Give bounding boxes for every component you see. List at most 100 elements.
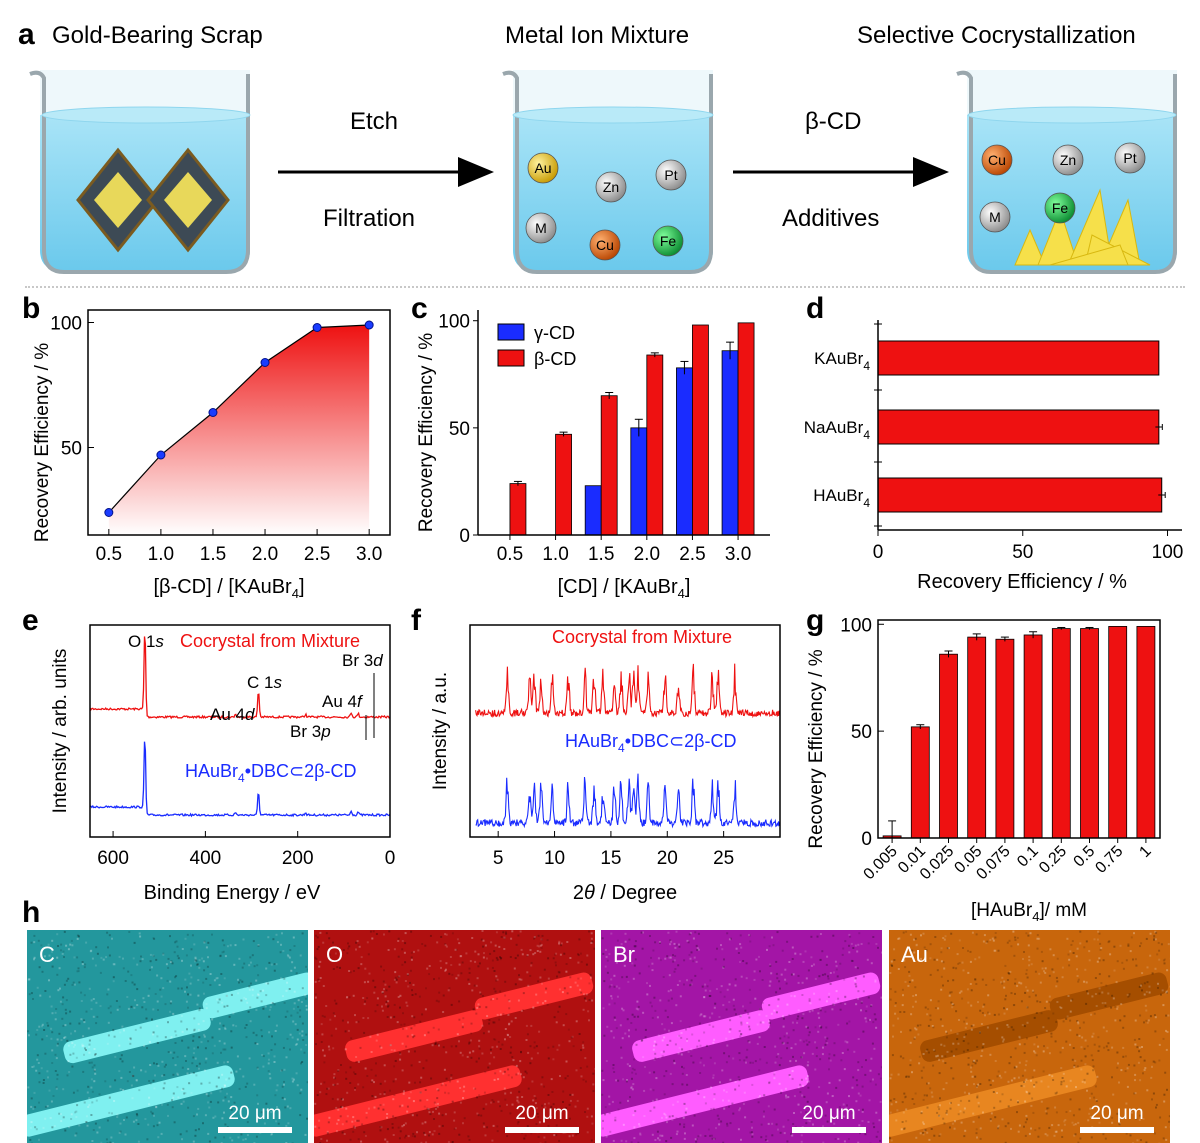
scale-bar: 20 μm [792,1103,866,1133]
ion-label: Zn [1060,152,1076,168]
panel-letter-f: f [411,604,421,637]
arrow1-bottom-label: Filtration [323,205,416,232]
chart-d: KAuBr4 NaAuBr4 HAuBr4 0 50 100 Recovery Effici… [804,320,1183,593]
peak-label: Br 3p [290,722,331,741]
bar [967,636,987,839]
y-category-label: HAuBr4 [813,486,870,510]
bar [509,483,527,536]
map-noise [314,930,595,1143]
ion-ball [525,212,557,244]
panel-letter-g: g [806,604,825,637]
scale-bar: 20 μm [505,1103,579,1133]
map-noise [601,930,882,1143]
x-tick-label: 2.5 [304,544,330,565]
y-axis-label: Recovery Efficiency / % [806,649,827,848]
arrow2-top-label: β-CD [805,108,862,135]
x-tick-label: 0.5 [96,544,122,565]
y-axis-label: Recovery Efficiency / % [32,343,53,542]
x-tick-label: 1.0 [542,544,568,565]
plot-frame [877,619,1161,839]
step3-title: Selective Cocrystallization [857,22,1136,49]
scale-bar: 20 μm [218,1103,292,1133]
data-point [104,508,114,517]
arrow1-top-label: Etch [350,108,399,135]
eds-map-br: Br 20 μm [601,930,882,1143]
data-point [364,320,374,330]
ion-label: Fe [1052,200,1069,216]
y-tick-label: 100 [438,312,470,333]
x-tick-label: 1.5 [588,544,614,565]
x-tick-label: 3.0 [356,544,382,565]
chart-c: 0.5 1.0 1.5 2.0 2.5 3.0 0 50 100 γ-CD β-CD [CD] / [… [416,310,770,601]
x-tick-label: 2.0 [252,544,278,565]
series-label: HAuBr4•DBC⊂2β-CD [185,761,356,785]
bar [1108,626,1128,839]
x-tick-label: 3.0 [725,544,751,565]
x-axis-label: [β-CD] / [KAuBr4] [154,576,305,601]
ion-ball [979,201,1011,233]
x-tick-label: 0 [873,542,884,563]
x-tick-label: 0.5 [497,544,523,565]
x-tick-label: 2.0 [634,544,660,565]
bar [646,354,664,536]
series-line [89,636,391,720]
data-point [312,323,322,332]
x-axis-label: Recovery Efficiency / % [917,571,1127,593]
scale-bar: 20 μm [1080,1103,1154,1133]
peak-label: C 1s [247,673,282,692]
ion-ball [652,225,684,257]
x-tick-label: 50 [1012,542,1033,563]
series-label: Cocrystal from Mixture [552,627,732,647]
series-line [475,773,781,829]
bar [1051,628,1071,839]
panel-letter-h: h [22,896,41,929]
x-axis-label: [HAuBr4]/ mM [971,900,1087,924]
eds-map-au: Au 20 μm [889,930,1170,1143]
y-axis-label: Intensity / a.u. [430,672,451,790]
y-tick-label: 50 [61,439,82,460]
y-tick-label: 0 [861,829,872,850]
series-line [475,663,781,719]
x-axis-label: 2θ / Degree [573,882,677,904]
y-category-label: NaAuBr4 [804,418,871,442]
y-category-label: KAuBr4 [814,349,870,373]
bar [877,477,1163,513]
series-line [89,741,391,818]
plot-frame [87,309,391,536]
step2-title: Metal Ion Mixture [505,22,690,49]
crystal-icon [1014,188,1151,266]
peak-label: O 1s [128,632,164,651]
ion-label: Pt [664,167,677,183]
bar [877,340,1160,376]
eds-map-c: C 20 μm [27,930,308,1143]
legend-swatch [497,323,525,341]
data-point [260,358,270,367]
ion-ball [981,144,1013,176]
series-line [108,324,370,513]
data-point [208,408,218,417]
x-tick-label: 5 [493,848,504,869]
step1-title: Gold-Bearing Scrap [52,22,263,49]
map-label: O [326,942,344,967]
ion-ball [589,229,621,261]
y-axis-label: Recovery Efficiency / % [416,333,437,532]
beaker-scrap [29,70,251,274]
x-tick-label: 0.75 [1092,843,1126,877]
ion-label: M [989,209,1001,225]
legend-label: β-CD [534,349,576,369]
ion-label: Zn [603,179,619,195]
series-label: HAuBr4•DBC⊂2β-CD [565,731,736,755]
plot-frame [469,624,781,838]
ion-ball [655,159,687,191]
y-tick-label: 100 [840,615,872,636]
bar [995,638,1015,839]
bar [721,350,739,536]
process-schematic: Au Zn Pt M Cu Fe Cu Zn Pt M Fe [29,70,1177,274]
ion-ball [527,152,559,184]
chart-f: 5 10 15 20 25 Cocrystal from Mixture HAuBr4•DB… [430,624,781,904]
map-label: C [39,942,55,967]
bar [939,653,958,839]
ion-label: Au [534,160,551,176]
ion-label: Cu [596,237,614,253]
x-tick-label: 10 [544,848,565,869]
